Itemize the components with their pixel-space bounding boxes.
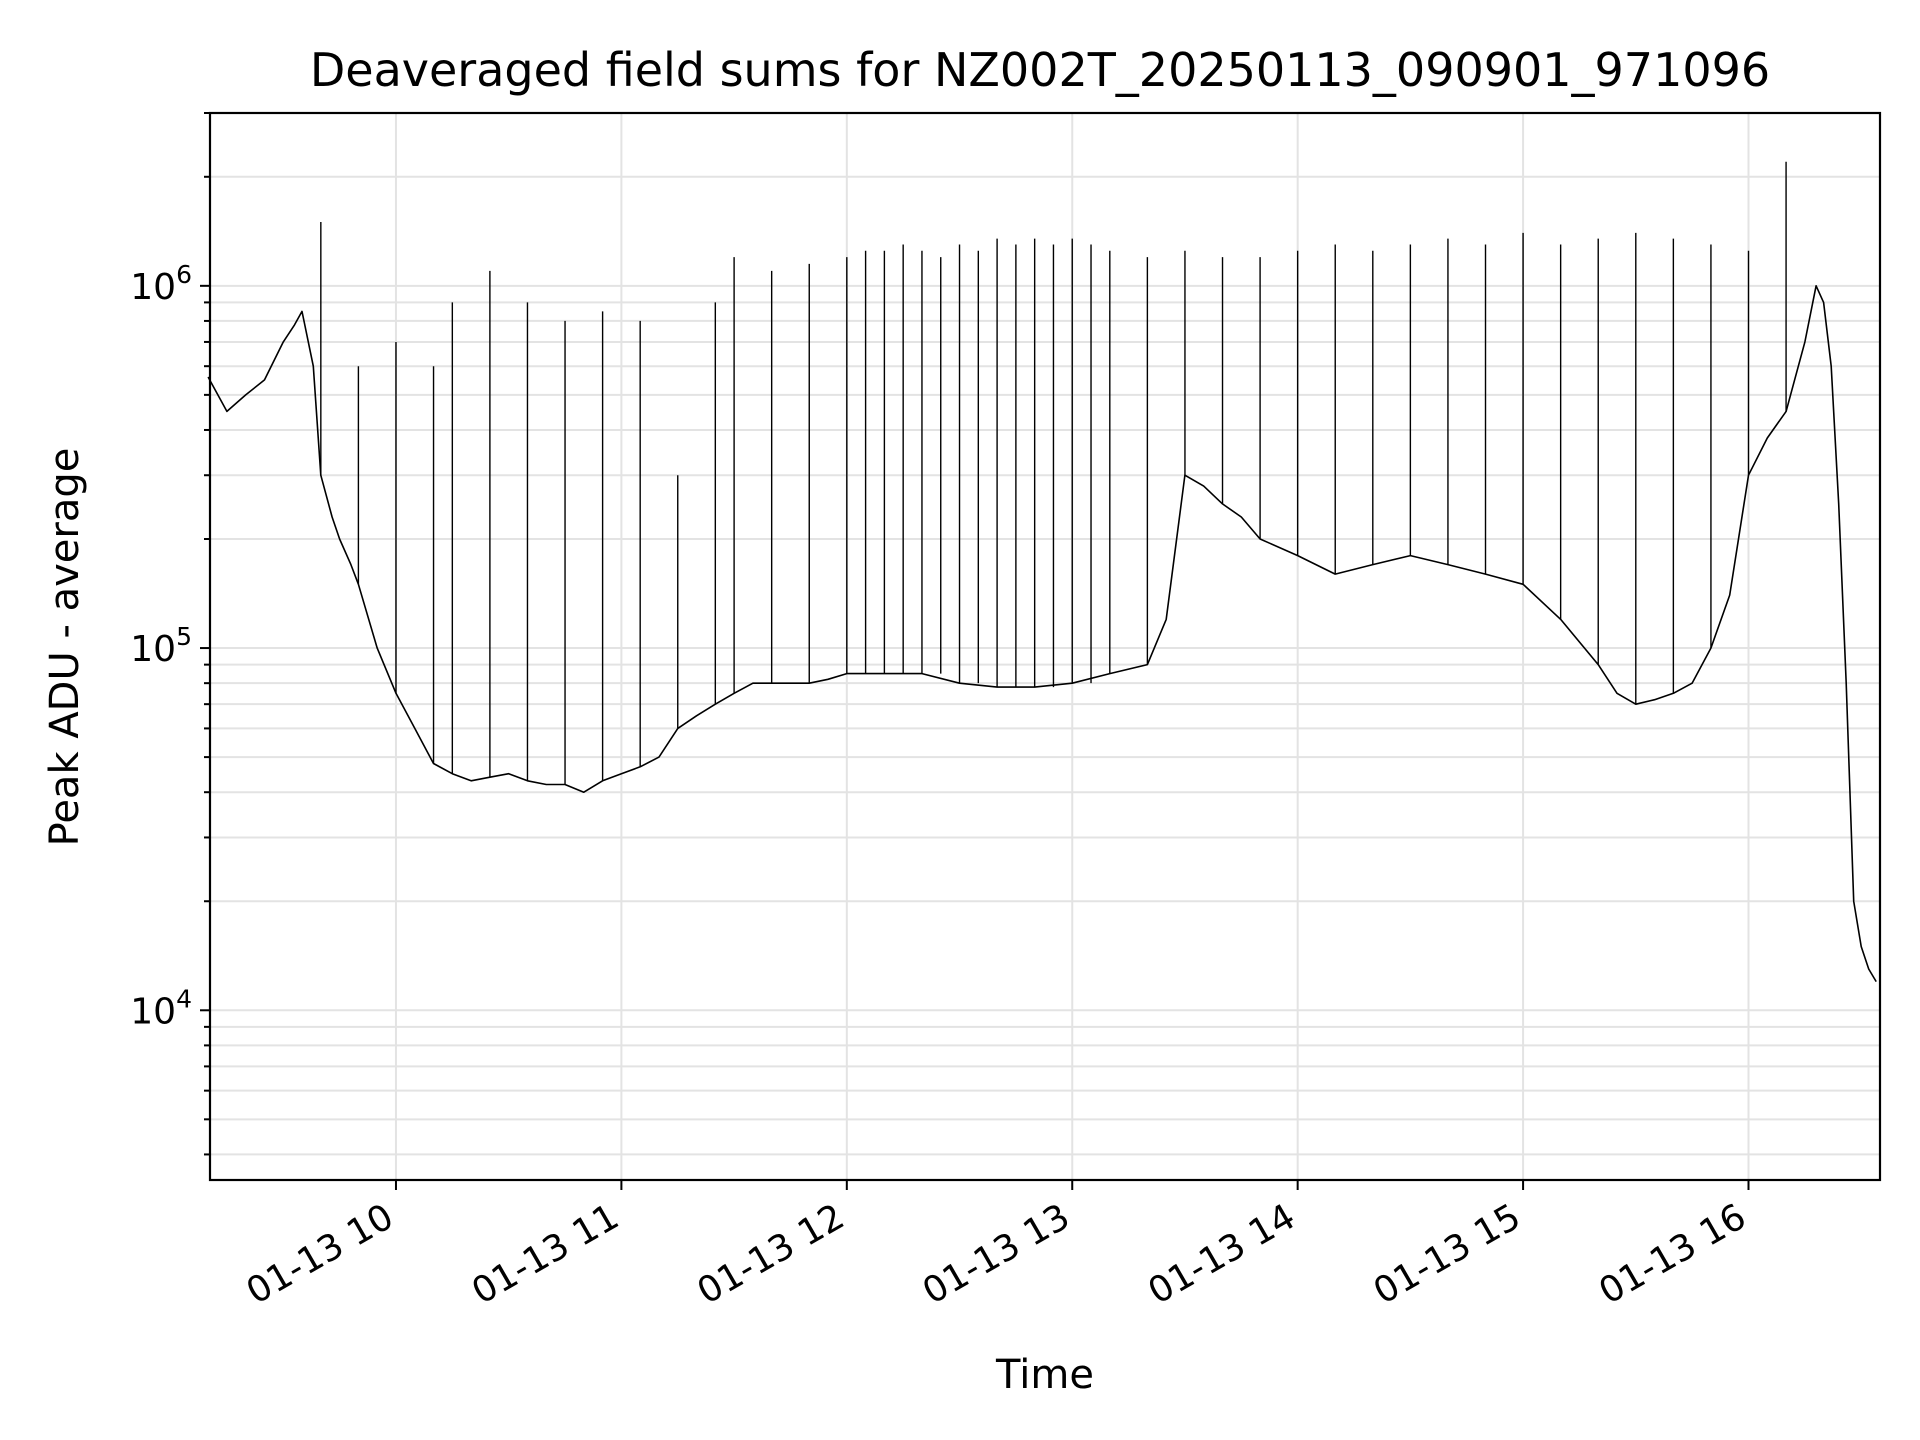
x-tick-label: 01-13 16: [1592, 1196, 1753, 1312]
chart-title: Deaveraged field sums for NZ002T_2025011…: [310, 43, 1770, 97]
y-axis: 104 105 106: [130, 112, 210, 1156]
x-axis: 01-13 10 01-13 11 01-13 12 01-13 13 01-13 14…: [240, 1180, 1753, 1313]
x-tick-label: 01-13 15: [1367, 1196, 1528, 1312]
x-tick-label: 01-13 12: [691, 1196, 852, 1312]
y-axis-label: Peak ADU - average: [42, 448, 88, 847]
x-tick-label: 01-13 14: [1141, 1196, 1302, 1312]
plot-frame: [208, 111, 1882, 1182]
x-tick-label: 01-13 13: [916, 1196, 1077, 1312]
x-tick-label: 01-13 10: [240, 1196, 401, 1312]
plot-line-group: [207, 161, 1877, 983]
series-line: [207, 284, 1877, 983]
x-axis-label: Time: [995, 1352, 1094, 1398]
y-tick-label: 106: [130, 260, 192, 308]
y-tick-label: 105: [130, 622, 192, 670]
grid: [210, 112, 1880, 1180]
x-tick-label: 01-13 11: [465, 1196, 626, 1312]
y-tick-label: 104: [130, 984, 192, 1032]
